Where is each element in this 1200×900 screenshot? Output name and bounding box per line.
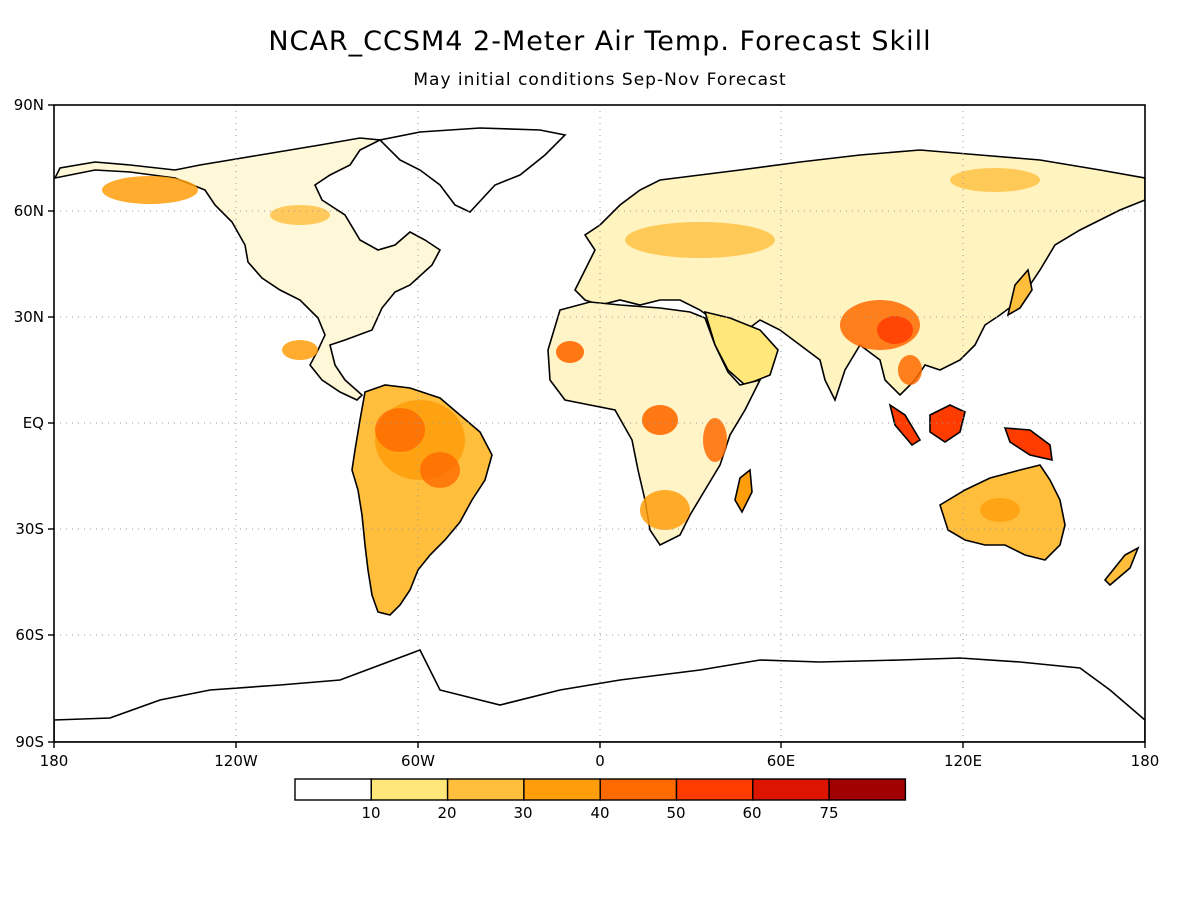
land-japan xyxy=(1006,268,1033,317)
land-greenland xyxy=(378,127,567,213)
land-north-america xyxy=(54,137,442,401)
colorbar-label: 20 xyxy=(437,804,456,822)
latitude-labels: 90N 60N 30N EQ 30S 60S 90S xyxy=(14,96,44,751)
lat-label: 90S xyxy=(15,733,44,751)
land-new-guinea xyxy=(1003,427,1053,462)
colorbar-swatch xyxy=(828,778,907,801)
land-new-zealand xyxy=(1103,546,1140,587)
axis-ticks xyxy=(48,104,1146,748)
lat-label: 30N xyxy=(14,308,44,326)
lat-label: 90N xyxy=(14,96,44,114)
map-subtitle: May initial conditions Sep-Nov Forecast xyxy=(413,70,787,90)
lat-label: 60S xyxy=(15,626,44,644)
colorbar-label: 10 xyxy=(361,804,380,822)
colorbar: 10 20 30 40 50 60 75 xyxy=(294,778,907,822)
colorbar-label: 50 xyxy=(666,804,685,822)
colorbar-swatches xyxy=(294,778,907,801)
colorbar-label: 40 xyxy=(590,804,609,822)
lon-label: 60W xyxy=(401,752,435,770)
colorbar-swatch xyxy=(523,778,601,801)
skill-hotspots xyxy=(102,168,1040,530)
lon-label: 60E xyxy=(767,752,796,770)
colorbar-swatch xyxy=(446,778,525,801)
longitude-labels: 180 120W 60W 0 60E 120E 180 xyxy=(40,752,1160,770)
colorbar-swatch xyxy=(752,778,830,801)
colorbar-label: 75 xyxy=(819,804,838,822)
land-sumatra xyxy=(888,403,922,447)
lon-label: 120E xyxy=(944,752,982,770)
colorbar-label: 30 xyxy=(513,804,532,822)
lon-label: 180 xyxy=(40,752,69,770)
lat-label: 30S xyxy=(15,520,44,538)
land-madagascar xyxy=(734,468,753,514)
map-title: NCAR_CCSM4 2-Meter Air Temp. Forecast Sk… xyxy=(268,26,932,57)
colorbar-swatch xyxy=(675,778,754,801)
lon-label: 0 xyxy=(595,752,605,770)
land-antarctica xyxy=(54,648,1145,742)
colorbar-label: 60 xyxy=(742,804,761,822)
colorbar-swatch xyxy=(599,778,678,801)
lon-label: 120W xyxy=(214,752,258,770)
lat-label: 60N xyxy=(14,202,44,220)
colorbar-swatch xyxy=(370,778,449,801)
colorbar-swatch xyxy=(294,778,373,801)
lon-label: 180 xyxy=(1131,752,1160,770)
colorbar-labels: 10 20 30 40 50 60 75 xyxy=(361,804,838,822)
map-graticule xyxy=(54,105,1145,742)
lat-label: EQ xyxy=(23,414,44,432)
land-borneo xyxy=(929,404,966,443)
